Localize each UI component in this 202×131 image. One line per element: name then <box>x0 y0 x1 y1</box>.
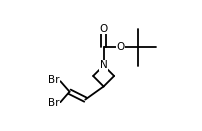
Text: O: O <box>100 24 108 34</box>
Text: Br: Br <box>48 75 60 85</box>
Text: Br: Br <box>48 99 60 108</box>
Text: N: N <box>100 61 107 70</box>
Text: O: O <box>117 42 125 52</box>
